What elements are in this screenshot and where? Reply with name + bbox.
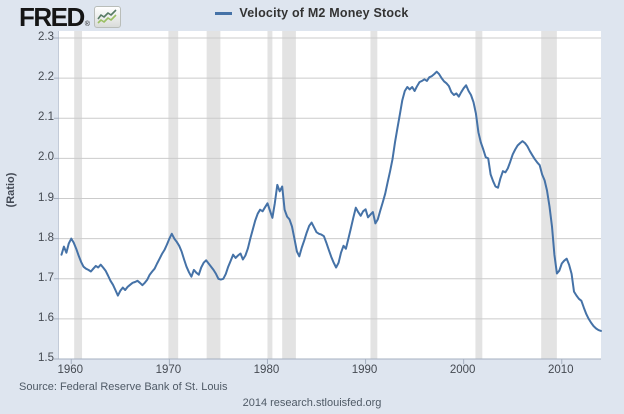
plot-area bbox=[54, 31, 602, 364]
y-tick-label: 2.0 bbox=[38, 151, 54, 164]
recession-band bbox=[168, 31, 179, 359]
recession-band bbox=[206, 31, 221, 359]
recession-band bbox=[74, 31, 83, 359]
sparkline-path bbox=[97, 14, 117, 24]
x-tick-label: 1960 bbox=[57, 364, 84, 376]
fred-sparkline-icon bbox=[93, 6, 121, 28]
legend-line-swatch bbox=[215, 11, 233, 15]
source-note: Source: Federal Reserve Bank of St. Loui… bbox=[19, 381, 228, 393]
y-tick-label: 1.8 bbox=[38, 231, 54, 244]
fred-logo-text: FRED bbox=[19, 2, 85, 32]
y-tick-label: 2.2 bbox=[38, 71, 54, 84]
y-tick-label: 2.3 bbox=[38, 31, 54, 43]
recession-band bbox=[541, 31, 557, 359]
y-tick-label: 1.6 bbox=[38, 311, 54, 324]
recession-band bbox=[475, 31, 483, 359]
recession-band bbox=[282, 31, 296, 359]
recession-band bbox=[370, 31, 378, 359]
y-tick-label: 2.1 bbox=[38, 111, 54, 124]
legend-series-label: Velocity of M2 Money Stock bbox=[239, 6, 409, 20]
recession-band bbox=[267, 31, 273, 359]
y-tick-label: 1.9 bbox=[38, 191, 54, 204]
fred-logo[interactable]: FRED ® bbox=[19, 4, 121, 30]
x-tick-label: 1970 bbox=[155, 364, 182, 376]
y-tick-label: 1.5 bbox=[38, 352, 54, 364]
data-line bbox=[60, 70, 602, 332]
sparkline-path bbox=[97, 9, 117, 20]
fred-registered-mark: ® bbox=[84, 21, 90, 28]
footer-branding: 2014 research.stlouisfed.org bbox=[242, 397, 382, 409]
line-chart-canvas bbox=[54, 31, 602, 364]
x-tick-label: 2000 bbox=[449, 364, 476, 376]
y-axis-title: (Ratio) bbox=[5, 172, 17, 208]
chart-header: FRED ® Velocity of M2 Money Stock bbox=[0, 0, 624, 31]
x-tick-label: 1980 bbox=[253, 364, 280, 376]
y-tick-label: 1.7 bbox=[38, 271, 54, 284]
x-tick-label: 2010 bbox=[547, 364, 574, 376]
x-tick-label: 1990 bbox=[351, 364, 378, 376]
